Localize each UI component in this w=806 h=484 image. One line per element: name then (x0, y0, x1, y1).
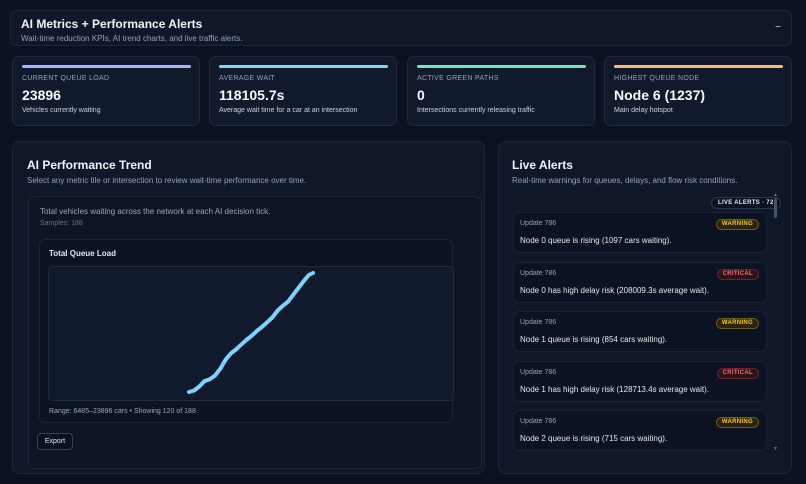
alert-update: Update 786 (520, 369, 557, 376)
severity-badge: WARNING (715, 318, 759, 329)
dashboard-subtitle: Wait-time reduction KPIs, AI trend chart… (21, 34, 243, 43)
trend-subtitle: Select any metric tile or intersection t… (27, 176, 307, 185)
kpi-accent-bar (417, 65, 586, 68)
kpi-description: Intersections currently releasing traffi… (417, 107, 535, 114)
chart-container: Total Queue Load Range: 6485–23896 cars … (39, 239, 454, 423)
alert-update: Update 786 (520, 270, 557, 277)
kpi-accent-bar (22, 65, 191, 68)
severity-badge: WARNING (715, 219, 759, 230)
dashboard-title: AI Metrics + Performance Alerts (21, 17, 203, 31)
alerts-subtitle: Real-time warnings for queues, delays, a… (512, 176, 738, 185)
chart-caption: Total vehicles waiting across the networ… (40, 207, 271, 216)
kpi-value: 118105.7s (219, 87, 285, 103)
alert-item[interactable]: Update 786 WARNING Node 1 queue is risin… (513, 311, 767, 352)
chart-title: Total Queue Load (49, 249, 116, 258)
alert-update: Update 786 (520, 319, 557, 326)
plot-area (48, 266, 454, 401)
alert-item[interactable]: Update 786 CRITICAL Node 0 has high dela… (513, 262, 767, 303)
alert-item[interactable]: Update 786 CRITICAL Node 1 has high dela… (513, 361, 767, 402)
kpi-accent-bar (614, 65, 783, 68)
alert-list[interactable]: Update 786 WARNING Node 0 queue is risin… (513, 212, 767, 452)
kpi-card-average-wait[interactable]: AVERAGE WAIT 118105.7s Average wait time… (209, 56, 397, 126)
dashboard-header: AI Metrics + Performance Alerts Wait-tim… (10, 10, 792, 46)
kpi-accent-bar (219, 65, 388, 68)
severity-badge: CRITICAL (716, 269, 759, 280)
queue-load-line-chart (187, 271, 315, 394)
scroll-down-arrow-icon[interactable]: ▼ (773, 446, 778, 452)
trend-title: AI Performance Trend (27, 158, 152, 172)
alert-item[interactable]: Update 786 WARNING Node 0 queue is risin… (513, 212, 767, 253)
kpi-label: CURRENT QUEUE LOAD (22, 75, 110, 82)
kpi-row: CURRENT QUEUE LOAD 23896 Vehicles curren… (12, 56, 798, 128)
chart-range-text: Range: 6485–23896 cars • Showing 120 of … (49, 408, 196, 415)
alert-message: Node 1 queue is rising (854 cars waiting… (520, 335, 668, 344)
samples-count: Samples: 188 (40, 220, 83, 227)
kpi-value: Node 6 (1237) (614, 87, 706, 103)
live-alerts-count-badge: LIVE ALERTS · 72 (711, 197, 781, 209)
kpi-card-active-green-paths[interactable]: ACTIVE GREEN PATHS 0 Intersections curre… (407, 56, 595, 126)
alert-message: Node 1 has high delay risk (128713.4s av… (520, 385, 709, 394)
export-button[interactable]: Export (37, 433, 73, 450)
kpi-label: AVERAGE WAIT (219, 75, 276, 82)
alerts-title: Live Alerts (512, 158, 573, 172)
scroll-up-arrow-icon[interactable]: ▲ (773, 192, 778, 198)
kpi-description: Vehicles currently waiting (22, 107, 101, 114)
kpi-description: Average wait time for a car at an inters… (219, 107, 358, 114)
alert-update: Update 786 (520, 418, 557, 425)
performance-trend-panel: AI Performance Trend Select any metric t… (12, 141, 485, 474)
series-line-total-queue-load (187, 271, 315, 394)
kpi-value: 23896 (22, 87, 61, 103)
alerts-scrollbar[interactable] (774, 198, 778, 454)
collapse-button[interactable]: − (775, 22, 781, 33)
kpi-label: ACTIVE GREEN PATHS (417, 75, 499, 82)
trend-chart-card: Total vehicles waiting across the networ… (28, 196, 482, 469)
alert-message: Node 0 has high delay risk (208009.3s av… (520, 286, 709, 295)
alert-message: Node 0 queue is rising (1097 cars waitin… (520, 236, 672, 245)
alert-message: Node 2 queue is rising (715 cars waiting… (520, 434, 668, 443)
severity-badge: WARNING (715, 417, 759, 428)
kpi-card-highest-queue-node[interactable]: HIGHEST QUEUE NODE Node 6 (1237) Main de… (604, 56, 792, 126)
kpi-card-queue-load[interactable]: CURRENT QUEUE LOAD 23896 Vehicles curren… (12, 56, 200, 126)
scrollbar-thumb[interactable] (774, 198, 777, 218)
kpi-description: Main delay hotspot (614, 107, 673, 114)
alert-item[interactable]: Update 786 WARNING Node 2 queue is risin… (513, 410, 767, 451)
kpi-value: 0 (417, 87, 425, 103)
severity-badge: CRITICAL (716, 368, 759, 379)
alert-update: Update 786 (520, 220, 557, 227)
kpi-label: HIGHEST QUEUE NODE (614, 75, 700, 82)
live-alerts-panel: Live Alerts Real-time warnings for queue… (498, 141, 792, 474)
